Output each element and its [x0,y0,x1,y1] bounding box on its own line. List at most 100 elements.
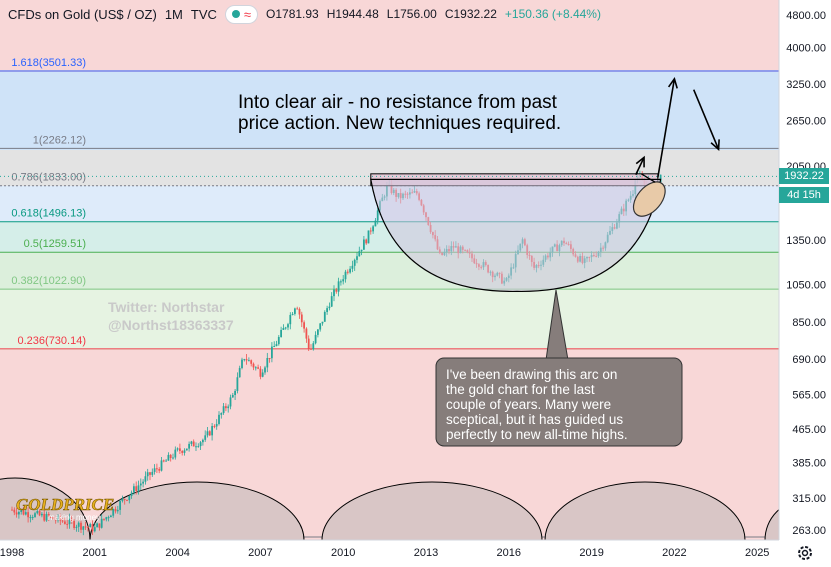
fib-label: 1(2262.12) [33,134,86,146]
headline-line1: Into clear air - no resistance from past [238,92,558,113]
price-tick-label: 565.00 [792,389,826,401]
callout-line: sceptical, but it has guided us [446,412,623,427]
price-tick-label: 385.00 [792,457,826,469]
candle-body [344,271,347,280]
candle-body [52,517,55,520]
callout-line: the gold chart for the last [446,382,595,397]
fib-label: 0.786(1833.00) [11,172,86,184]
candle-body [57,515,59,521]
candle-body [356,256,358,260]
candle-body [211,426,213,436]
price-tick-label: 1350.00 [786,235,826,247]
candle-body [323,311,326,322]
gear-icon[interactable] [798,546,812,560]
candle-body [257,367,259,369]
ohlc-low: L1756.00 [386,7,437,21]
cycle-dome [321,481,543,541]
candle-body [319,323,322,330]
candle-body [50,516,52,518]
callout: I've been drawing this arc on the gold c… [435,289,683,447]
candle-body [372,226,374,232]
candle-body [220,413,223,415]
projection-arrow-head [667,76,678,89]
candle-body [284,327,287,329]
price-tick-label: 690.00 [792,354,826,366]
drawings [0,76,779,292]
price-axis[interactable]: 4800.004000.003250.002650.002050.001350.… [786,10,826,537]
pointer-arrow [640,173,656,183]
fib-label: 1.618(3501.33) [11,57,86,69]
candle-body [259,368,262,377]
fib-label: 0.618(1496.13) [11,208,86,220]
candle-body [38,510,41,516]
time-tick-label: 2010 [331,547,355,559]
candle-body [45,513,48,521]
watermark-line2: @Northst18363337 [108,317,234,333]
candle-body [227,406,230,409]
price-tick-label: 315.00 [792,493,826,505]
indicator-pill[interactable]: ≈ [224,4,259,24]
price-tick-label: 2650.00 [786,115,826,127]
gear-icon-hub [801,549,809,557]
candle-body [199,442,202,447]
price-tick-label: 4800.00 [786,10,826,22]
price-tick-label: 465.00 [792,424,826,436]
fib-label: 0.236(730.14) [18,335,87,347]
candle-body [254,367,257,369]
candle-body [376,210,379,221]
indicator-glyph: ≈ [243,6,252,22]
candle-body [103,518,105,520]
price-tick-label: 850.00 [792,317,826,329]
candle-body [222,406,225,414]
candle-body [128,495,131,501]
price-axis-background [779,0,831,540]
blue-zone [0,72,779,150]
candle-body [252,363,255,368]
candle-body [282,328,285,330]
candle-body [126,499,128,501]
candle-body [100,518,103,528]
candle-body [43,513,46,521]
candle-body [303,322,305,329]
candle-body [351,265,354,269]
ohlc-high: H1944.48 [326,7,379,21]
candle-body [218,414,220,424]
status-dot-icon [231,10,240,18]
candle-body [248,360,250,362]
candle-body [213,426,216,428]
candle-body [66,523,69,525]
logo-text: GOLDPRICE [16,495,114,514]
candle-body [273,346,276,348]
interval-label[interactable]: 1M [164,6,183,22]
projection-arrow-shaft [657,78,676,178]
candle-body [153,468,156,472]
time-tick-label: 2004 [165,547,189,559]
candle-body [317,329,319,335]
candle-body [245,359,248,361]
candle-body [142,481,144,484]
gear-icon-ring [798,546,812,560]
candle-body [197,446,200,448]
upper-red-zone [0,0,779,72]
goldprice-logo: GOLDPRICE making money [16,495,115,522]
candle-body [54,519,57,521]
symbol-title[interactable]: CFDs on Gold (US$ / OZ) [8,6,157,22]
candle-body [107,517,110,519]
candle-body [353,259,356,266]
time-axis[interactable]: 1998 2001 2004 2007 2010 2013 2016 2019 2022 2025 [0,547,769,559]
candle-body [367,230,370,244]
candle-body [96,523,98,528]
candle-body [137,485,140,491]
candle-body [36,510,39,514]
candle-body [342,279,345,282]
candle-body [139,483,142,486]
candle-body [330,296,333,307]
candle-body [369,230,372,232]
candle-body [236,377,239,391]
candle-body [229,397,232,407]
price-tick-label: 263.00 [792,525,826,537]
candle-body [75,526,78,529]
candle-body [144,476,147,482]
candle-body [231,395,234,398]
